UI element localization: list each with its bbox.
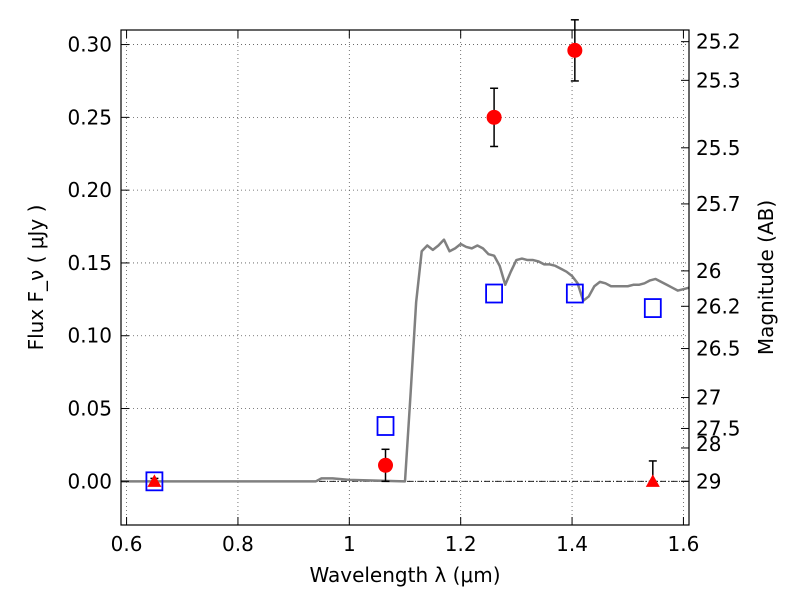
upper-limit-triangle (645, 474, 660, 487)
y-tick-label: 0.30 (67, 33, 112, 57)
magnitude-tick-label: 26.5 (696, 337, 741, 361)
detection-point (486, 109, 502, 125)
x-axis-ticks: 0.6 0.8 1 1.2 1.4 1.6 (111, 30, 700, 556)
y-tick-label: 0.05 (67, 397, 112, 421)
x-tick-label: 1 (343, 532, 356, 556)
y-axis-label: Flux F_ν ( μJy ) (24, 205, 48, 351)
model-photometry-point (643, 298, 662, 318)
magnitude-tick-label: 26 (696, 259, 721, 283)
model-photometry-point (145, 471, 164, 492)
magnitude-tick-label: 28 (696, 432, 721, 456)
detection-point (378, 457, 394, 473)
x-tick-label: 1.6 (668, 532, 700, 556)
y-tick-label: 0.00 (67, 469, 112, 493)
y-tick-label: 0.20 (67, 178, 112, 202)
magnitude-tick-label: 25.2 (696, 30, 741, 54)
magnitude-tick-label: 29 (696, 469, 721, 493)
y-tick-label: 0.10 (67, 324, 112, 348)
y-tick-label: 0.25 (67, 105, 112, 129)
model-sed-series (121, 238, 690, 483)
y-tick-label: 0.15 (67, 251, 112, 275)
x-tick-label: 0.6 (111, 532, 143, 556)
model-photometry-series (145, 283, 662, 492)
magnitude-tick-label: 27 (696, 386, 721, 410)
x-tick-label: 1.4 (556, 532, 588, 556)
magnitude-axis-ticks: 25.2 25.3 25.5 25.7 26 26.2 26.5 27 27.528 29 (681, 30, 741, 493)
magnitude-tick-label: 25.3 (696, 68, 741, 92)
model-photometry-point (565, 283, 584, 304)
observed-series (147, 19, 660, 487)
plot-frame (120, 29, 690, 526)
model-photometry-point (485, 283, 503, 304)
model-photometry-point (376, 416, 395, 436)
magnitude-tick-label: 25.7 (696, 192, 741, 216)
x-tick-label: 1.2 (445, 532, 477, 556)
magnitude-tick-label: 25.5 (696, 136, 741, 160)
model-sed-line (121, 238, 690, 483)
detection-point (567, 42, 583, 58)
y-axis-ticks: 0.00 0.05 0.10 0.15 0.20 0.25 0.30 (67, 33, 129, 493)
x-tick-label: 0.8 (222, 532, 254, 556)
upper-limit-triangle (147, 474, 162, 487)
magnitude-axis-label: Magnitude (AB) (754, 200, 778, 355)
x-axis-label: Wavelength λ (μm) (309, 563, 500, 587)
magnitude-tick-label: 26.2 (696, 294, 741, 318)
magnitude-tick-label: 27.5 (696, 416, 741, 440)
